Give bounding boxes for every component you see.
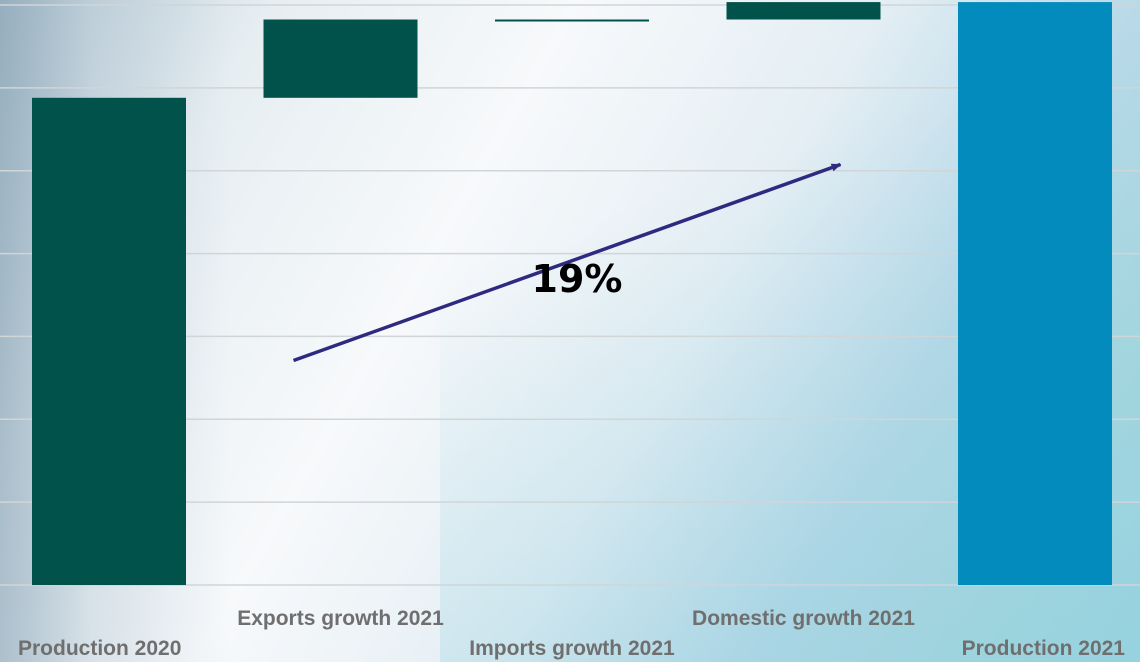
category-labels: Production 2020 Exports growth 2021 Import… (18, 607, 1125, 660)
bar-1 (32, 97, 186, 586)
tick-label-5: Production 2021 (962, 637, 1126, 660)
bar-3 (495, 19, 649, 22)
annotation-arrow (292, 162, 842, 363)
bar-2 (263, 19, 418, 98)
gridlines (0, 4, 1140, 586)
tick-label-1: Production 2020 (18, 637, 181, 660)
tick-label-3: Imports growth 2021 (469, 637, 675, 660)
tick-label-2: Exports growth 2021 (237, 607, 444, 630)
annotation-label: 19% (532, 257, 623, 301)
annotations: 19% (292, 162, 842, 363)
bars (32, 2, 1112, 586)
bar-5 (958, 2, 1112, 586)
bar-4 (726, 2, 881, 20)
tick-label-4: Domestic growth 2021 (692, 607, 915, 630)
